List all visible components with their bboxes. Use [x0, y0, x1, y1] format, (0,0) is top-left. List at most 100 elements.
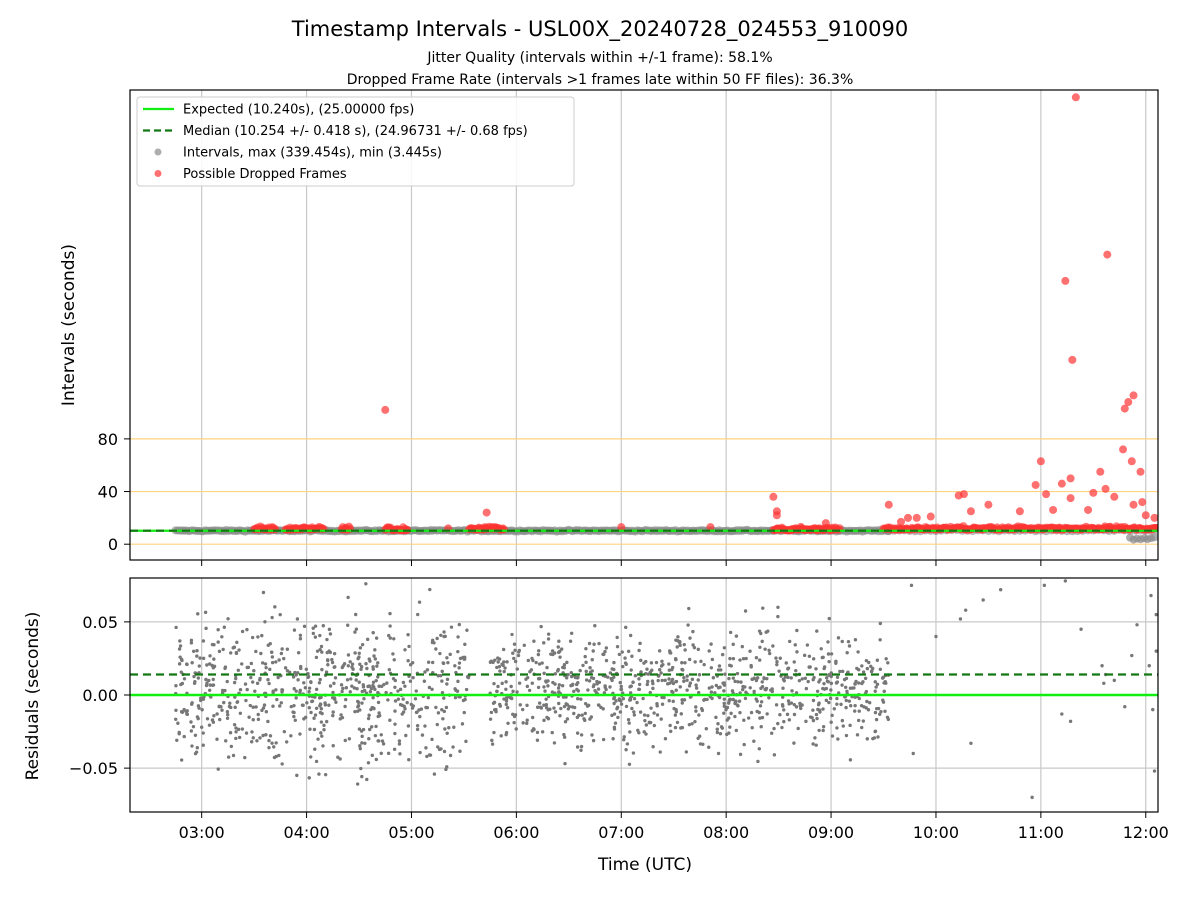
residual-point: [621, 664, 625, 669]
residual-point: [584, 660, 588, 665]
residual-point: [203, 610, 208, 615]
residual-point: [642, 713, 647, 717]
residual-point: [316, 737, 320, 741]
residual-point: [743, 609, 748, 613]
residual-point: [736, 704, 740, 708]
residual-point: [675, 720, 680, 725]
residual-point: [840, 669, 845, 674]
legend-swatch-marker: [154, 148, 162, 156]
residual-point: [815, 716, 819, 721]
residual-point: [826, 680, 831, 684]
residual-point: [840, 683, 844, 687]
residual-point: [569, 631, 574, 635]
residual-point: [195, 654, 199, 658]
residual-point: [543, 689, 547, 693]
residual-point: [236, 668, 241, 672]
residual-point: [1060, 712, 1064, 716]
residual-point: [307, 690, 311, 694]
residual-point: [235, 640, 239, 645]
residual-point: [572, 689, 576, 694]
residual-point: [657, 649, 662, 653]
legend-entry-label: Possible Dropped Frames: [183, 167, 347, 182]
residual-point: [725, 732, 729, 737]
residual-point: [198, 656, 202, 660]
residual-point: [550, 730, 554, 735]
residual-point: [1130, 653, 1134, 658]
residual-point: [498, 702, 502, 707]
residual-point: [190, 744, 194, 748]
residual-point: [220, 708, 224, 712]
residual-point: [835, 696, 839, 701]
residual-point: [806, 679, 810, 684]
residual-point: [205, 717, 210, 721]
residual-point: [648, 690, 652, 695]
residual-point: [248, 703, 252, 708]
residual-point: [333, 676, 338, 680]
residual-point: [426, 660, 431, 664]
residual-point: [282, 656, 286, 661]
residual-point: [521, 721, 525, 725]
residual-point: [179, 657, 184, 662]
residual-point: [741, 684, 745, 689]
residual-point: [707, 745, 711, 749]
residual-point: [674, 656, 678, 661]
residual-point: [865, 737, 869, 741]
residual-point: [284, 740, 289, 744]
residual-point: [635, 700, 639, 705]
bottom-xtick-label: 12:00: [1123, 823, 1169, 842]
residual-point: [425, 668, 430, 672]
residual-point: [731, 656, 736, 661]
residual-point: [525, 703, 529, 708]
residual-point: [685, 688, 689, 692]
residual-point: [670, 667, 674, 672]
residual-point: [782, 719, 786, 724]
residual-point: [445, 765, 449, 769]
residual-point: [849, 704, 853, 708]
residual-point: [411, 675, 415, 680]
residual-point: [722, 697, 726, 701]
residual-point: [374, 678, 378, 683]
residual-point: [775, 660, 779, 664]
residual-point: [446, 660, 450, 665]
residual-point: [845, 689, 849, 694]
residual-point: [566, 707, 571, 711]
residual-point: [502, 669, 506, 674]
residual-point: [560, 684, 565, 688]
residual-point: [647, 720, 652, 725]
residual-point: [235, 700, 239, 704]
residual-point: [886, 717, 891, 722]
residual-point: [559, 706, 563, 711]
residual-point: [854, 679, 858, 684]
residual-point: [628, 633, 633, 638]
residual-point: [762, 676, 766, 680]
residual-point: [562, 666, 566, 670]
residual-point: [540, 661, 544, 665]
residual-point: [204, 626, 208, 631]
residual-point: [671, 699, 675, 704]
residual-point: [298, 637, 303, 641]
residual-point: [792, 660, 796, 664]
residual-point: [358, 662, 362, 666]
residual-point: [731, 697, 735, 702]
residual-point: [445, 656, 449, 660]
residual-point: [292, 628, 297, 632]
residual-point: [332, 665, 336, 669]
residual-point: [432, 772, 437, 776]
residual-point: [251, 736, 255, 740]
residual-point: [637, 648, 641, 653]
dropped-frame-point: [1120, 404, 1129, 413]
residual-point: [757, 658, 762, 662]
residual-point: [758, 704, 763, 708]
residual-point: [765, 712, 769, 716]
residual-point: [570, 683, 574, 687]
residual-point: [436, 745, 440, 749]
residual-point: [777, 669, 781, 673]
residual-point: [583, 701, 588, 706]
residual-point: [815, 689, 820, 693]
residual-point: [406, 633, 410, 637]
residual-point: [435, 722, 439, 727]
residual-point: [1152, 769, 1157, 773]
residual-point: [226, 617, 230, 621]
residual-point: [271, 704, 275, 708]
residual-point: [818, 710, 822, 714]
